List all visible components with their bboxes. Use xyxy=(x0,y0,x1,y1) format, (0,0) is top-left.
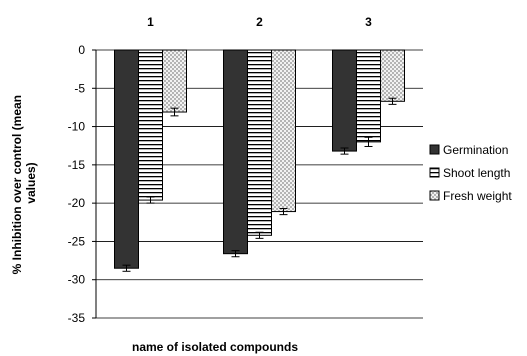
legend-swatch-horizontal-lines xyxy=(429,167,440,178)
legend-label: Germination xyxy=(443,143,508,157)
bar-solid-1 xyxy=(114,49,139,269)
bar-horizontal-lines-2 xyxy=(247,49,272,236)
y-axis-title-line-1: % Inhibition over control (mean xyxy=(10,95,24,274)
bar-solid-2 xyxy=(223,49,248,255)
x-axis-title: name of isolated compounds xyxy=(132,340,298,354)
bars xyxy=(114,49,405,272)
y-axis-title: % Inhibition over control (mean values) xyxy=(10,92,38,275)
legend-swatch-checker xyxy=(429,190,440,201)
y-tick-label: -15 xyxy=(68,158,86,172)
y-tick-label: -25 xyxy=(68,234,86,248)
y-tick-label: -20 xyxy=(68,196,86,210)
bar-horizontal-lines-1 xyxy=(138,49,163,201)
category-label: 1 xyxy=(147,15,154,29)
y-tick-label: -10 xyxy=(68,120,86,134)
bar-checker-3 xyxy=(380,49,405,102)
legend-label: Shoot length xyxy=(443,166,510,180)
legend-label: Fresh weight xyxy=(443,189,512,203)
category-label: 2 xyxy=(256,15,263,29)
bar-horizontal-lines-3 xyxy=(356,49,381,143)
bar-checker-2 xyxy=(271,49,296,213)
y-tick-label: -35 xyxy=(68,311,86,325)
category-label: 3 xyxy=(365,15,372,29)
legend: Germination Shoot length Fresh weight xyxy=(429,143,512,203)
y-tick-label: -5 xyxy=(74,81,85,95)
legend-swatch-solid xyxy=(429,144,440,155)
y-tick-label: -30 xyxy=(68,273,86,287)
y-tick-label: 0 xyxy=(78,43,85,57)
bar-solid-3 xyxy=(332,49,357,152)
bar-checker-1 xyxy=(162,49,187,113)
category-labels: 1 2 3 xyxy=(147,15,372,29)
y-axis: 0 -5 -10 -15 -20 -25 -30 -35 xyxy=(68,43,97,325)
y-axis-title-line-2: values) xyxy=(24,162,38,203)
